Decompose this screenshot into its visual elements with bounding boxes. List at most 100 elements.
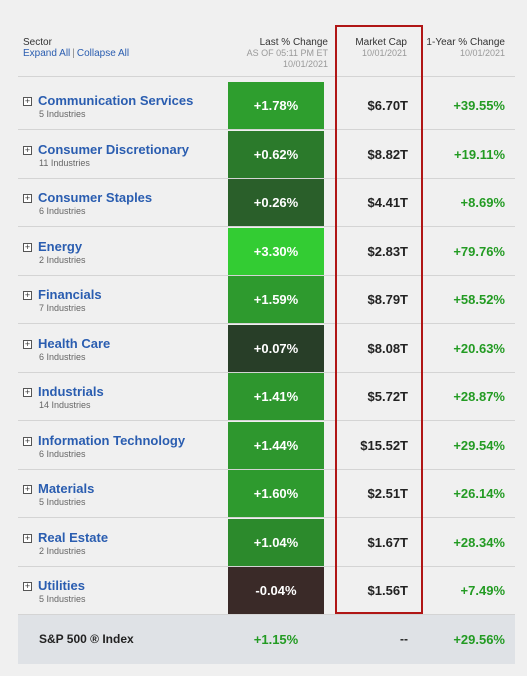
row-divider <box>18 129 515 130</box>
table-row: + Utilities 5 Industries -0.04% $1.56T +7.49% <box>18 567 515 615</box>
sector-name-link[interactable]: Industrials <box>38 384 104 399</box>
last-change-column-header[interactable]: Last % Change AS OF 05:11 PM ET 10/01/20… <box>200 37 328 70</box>
expand-row-icon[interactable]: + <box>23 145 32 155</box>
year-change-cell: +58.52% <box>453 292 505 307</box>
market-cap-cell: $1.67T <box>367 535 408 550</box>
sector-name-link[interactable]: Energy <box>38 239 83 254</box>
industry-count: 5 Industries <box>39 109 86 119</box>
year-change-cell: +39.55% <box>453 98 505 113</box>
table-row: + Information Technology 6 Industries +1.44… <box>18 422 515 470</box>
row-divider <box>18 323 515 324</box>
market-cap-cell: $1.56T <box>367 583 408 598</box>
last-change-cell: +3.30% <box>228 228 324 276</box>
year-change-cell: +26.14% <box>453 486 505 501</box>
market-cap-cell: $2.83T <box>367 244 408 259</box>
table-row: + Real Estate 2 Industries +1.04% $1.67T +28.… <box>18 519 515 567</box>
sector-name-link[interactable]: Consumer Discretionary <box>38 142 189 157</box>
row-divider <box>18 275 515 276</box>
industry-count: 6 Industries <box>39 206 86 216</box>
sector-name-link[interactable]: Information Technology <box>38 433 186 448</box>
last-change-cell: -0.04% <box>228 567 324 615</box>
market-cap-cell: $8.82T <box>367 147 408 162</box>
sector-name-link[interactable]: Health Care <box>38 336 111 351</box>
industry-count: 2 Industries <box>39 255 86 265</box>
last-change-cell: +1.04% <box>228 519 324 567</box>
expand-row-icon[interactable]: + <box>23 484 32 494</box>
industry-count: 11 Industries <box>39 158 90 168</box>
sector-name-link[interactable]: Utilities <box>38 578 85 593</box>
year-change-cell: +19.11% <box>454 147 505 162</box>
market-cap-date: 10/01/2021 <box>361 48 407 58</box>
year-change-column-header[interactable]: 1-Year % Change 10/01/2021 <box>415 37 505 59</box>
expand-row-icon[interactable]: + <box>23 96 32 106</box>
last-change-cell: +1.59% <box>228 276 324 324</box>
last-change-cell: +1.44% <box>228 422 324 470</box>
table-row: + Consumer Discretionary 11 Industries +0.6… <box>18 131 515 179</box>
market-cap-cell: $5.72T <box>367 389 408 404</box>
index-last-change: +1.15% <box>253 632 299 647</box>
last-change-cell: +1.60% <box>228 470 324 518</box>
year-change-cell: +79.76% <box>453 244 505 259</box>
expand-all-link[interactable]: Expand All <box>23 48 71 59</box>
table-row: + Health Care 6 Industries +0.07% $8.08T +20.… <box>18 325 515 373</box>
year-change-cell: +28.34% <box>453 535 505 550</box>
market-cap-cell: $4.41T <box>367 195 408 210</box>
expand-collapse-links: Expand All | Collapse All <box>23 48 129 59</box>
row-divider <box>18 469 515 470</box>
last-change-cell: +0.07% <box>228 325 324 373</box>
market-cap-cell: $6.70T <box>367 98 408 113</box>
sector-name-link[interactable]: Consumer Staples <box>38 190 153 205</box>
expand-row-icon[interactable]: + <box>23 339 32 349</box>
industry-count: 7 Industries <box>39 303 86 313</box>
expand-row-icon[interactable]: + <box>23 436 32 446</box>
sector-name-link[interactable]: Materials <box>38 481 95 496</box>
row-divider <box>18 372 515 373</box>
last-change-asof: AS OF 05:11 PM ET <box>246 48 328 58</box>
expand-row-icon[interactable]: + <box>23 242 32 252</box>
collapse-all-link[interactable]: Collapse All <box>76 48 130 59</box>
row-divider <box>18 517 515 518</box>
year-change-title: 1-Year % Change <box>426 37 505 48</box>
market-cap-title: Market Cap <box>355 37 407 48</box>
row-divider <box>18 614 515 615</box>
expand-row-icon[interactable]: + <box>23 533 32 543</box>
sector-name-link[interactable]: Real Estate <box>38 530 109 545</box>
market-cap-cell: $8.08T <box>367 341 408 356</box>
table-row: + Materials 5 Industries +1.60% $2.51T +26.14… <box>18 470 515 518</box>
table-row: + Industrials 14 Industries +1.41% $5.72T +28… <box>18 373 515 421</box>
year-change-cell: +28.87% <box>453 389 505 404</box>
row-divider <box>18 226 515 227</box>
last-change-cell: +1.41% <box>228 373 324 421</box>
year-change-cell: +20.63% <box>453 341 505 356</box>
market-cap-cell: $8.79T <box>367 292 408 307</box>
last-change-cell: +0.62% <box>228 131 324 179</box>
table-row: + Communication Services 5 Industries +1.78… <box>18 82 515 130</box>
header-divider <box>18 76 515 77</box>
expand-row-icon[interactable]: + <box>23 290 32 300</box>
market-cap-cell: $15.52T <box>360 438 408 453</box>
expand-row-icon[interactable]: + <box>23 581 32 591</box>
market-cap-cell: $2.51T <box>367 486 408 501</box>
last-change-cell: +0.26% <box>228 179 324 227</box>
industry-count: 6 Industries <box>39 352 86 362</box>
row-divider <box>18 566 515 567</box>
expand-row-icon[interactable]: + <box>23 193 32 203</box>
table-row: + Consumer Staples 6 Industries +0.26% $4.41… <box>18 179 515 227</box>
index-name: S&P 500 ® Index <box>39 632 134 646</box>
industry-count: 5 Industries <box>39 594 86 604</box>
sector-name-link[interactable]: Communication Services <box>38 93 194 108</box>
table-row: + Energy 2 Industries +3.30% $2.83T +79.76% <box>18 228 515 276</box>
year-change-cell: +7.49% <box>460 583 505 598</box>
last-change-date: 10/01/2021 <box>282 59 328 69</box>
industry-count: 2 Industries <box>39 546 86 556</box>
row-divider <box>18 178 515 179</box>
market-cap-column-header[interactable]: Market Cap 10/01/2021 <box>335 37 407 59</box>
industry-count: 5 Industries <box>39 497 86 507</box>
index-market-cap: -- <box>400 632 408 646</box>
last-change-cell: +1.78% <box>228 82 324 130</box>
industry-count: 6 Industries <box>39 449 86 459</box>
table-header: Sector Expand All | Collapse All Last % Ch… <box>0 0 527 77</box>
expand-row-icon[interactable]: + <box>23 387 32 397</box>
sector-name-link[interactable]: Financials <box>38 287 102 302</box>
